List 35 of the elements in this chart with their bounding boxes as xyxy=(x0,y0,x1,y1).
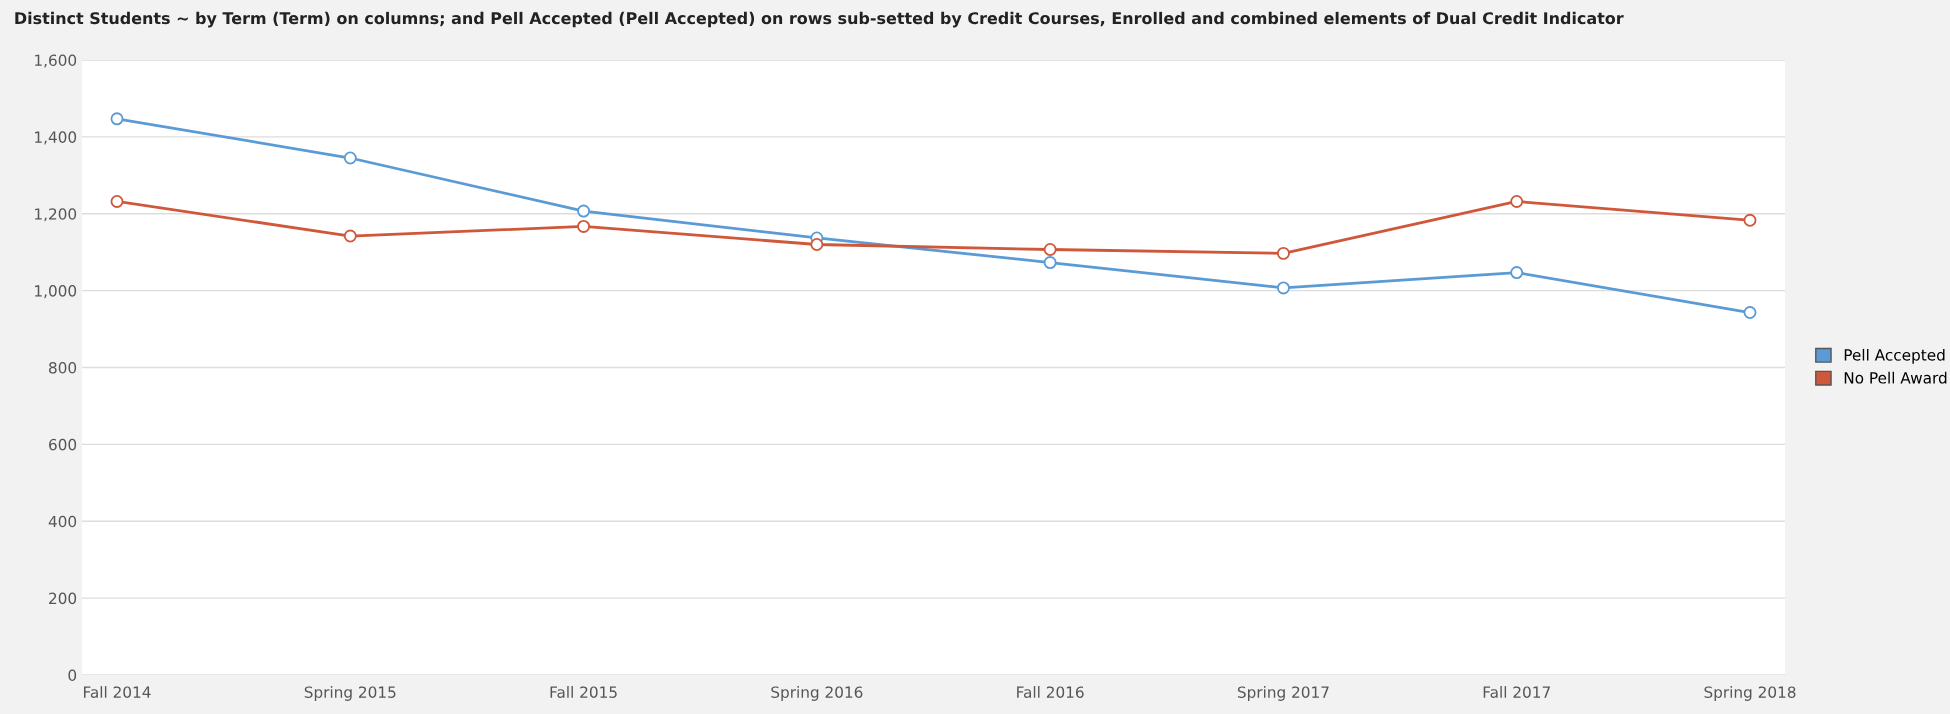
point xyxy=(1743,306,1757,319)
x-tick-label: Spring 2016 xyxy=(771,686,863,701)
chart-title: Distinct Students ~ by Term (Term) on columns; and Pell Accepted (Pell Accepted) on rows sub-setted by Credit Courses, Enrolled and combined elements of Dual Credit Indicator xyxy=(15,11,1624,28)
point xyxy=(110,112,124,126)
y-tick-label: 200 xyxy=(49,592,77,605)
point xyxy=(1510,194,1524,208)
x-tick-label: Fall 2015 xyxy=(550,686,617,698)
y-tick-label: 0 xyxy=(68,669,77,682)
x-tick-label: Fall 2017 xyxy=(1483,686,1550,698)
y-tick-label: 1,400 xyxy=(35,131,77,145)
y-tick-label: 400 xyxy=(48,515,77,528)
point xyxy=(343,151,357,165)
point xyxy=(110,194,124,208)
y-tick-label: 1,000 xyxy=(35,285,77,299)
point xyxy=(343,229,357,243)
y-tick-label: 1,600 xyxy=(35,54,77,68)
point xyxy=(1276,246,1290,260)
point xyxy=(810,238,824,251)
point xyxy=(1043,256,1057,270)
legend-label: No Pell Award xyxy=(1844,371,1947,384)
point xyxy=(1510,266,1524,280)
point xyxy=(1276,281,1290,295)
point xyxy=(1043,243,1057,256)
x-tick-label: Fall 2016 xyxy=(1017,686,1084,698)
x-tick-label: Fall 2014 xyxy=(84,686,151,698)
x-tick-label: Spring 2018 xyxy=(1704,686,1796,701)
legend-label: Pell Accepted xyxy=(1844,348,1945,364)
x-tick-label: Spring 2017 xyxy=(1237,686,1329,701)
point xyxy=(1743,213,1757,227)
y-tick-label: 1,200 xyxy=(35,208,77,222)
y-tick-label: 600 xyxy=(49,438,77,451)
point xyxy=(577,219,591,233)
y-tick-label: 800 xyxy=(49,361,77,374)
x-tick-label: Spring 2015 xyxy=(304,686,396,701)
point xyxy=(577,204,591,218)
